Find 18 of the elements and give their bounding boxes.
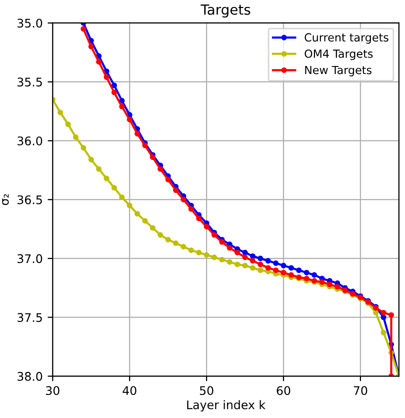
x-tick-label: 50 — [200, 386, 214, 396]
y-tick-label: 36.5 — [18, 195, 42, 204]
legend-label: Current targets — [304, 33, 388, 44]
x-tick-label: 70 — [354, 386, 368, 396]
x-axis-title: Layer index k — [187, 400, 266, 412]
x-tick-label: 40 — [122, 386, 136, 396]
y-tick-label: 36.0 — [18, 136, 42, 146]
y-axis-title: σ₂ — [2, 194, 9, 206]
y-tick-label: 35.5 — [18, 78, 42, 87]
x-tick-label: 30 — [46, 386, 60, 396]
chart-title: Targets — [200, 4, 250, 18]
x-tick-label: 60 — [276, 386, 290, 396]
y-tick-label: 37.0 — [18, 254, 42, 264]
legend-label: OM4 Targets — [304, 49, 373, 60]
y-tick-label: 38.0 — [18, 372, 42, 381]
y-tick-label: 37.5 — [18, 313, 42, 322]
y-tick-label: 35.0 — [18, 18, 42, 28]
legend-label: New Targets — [305, 66, 372, 76]
